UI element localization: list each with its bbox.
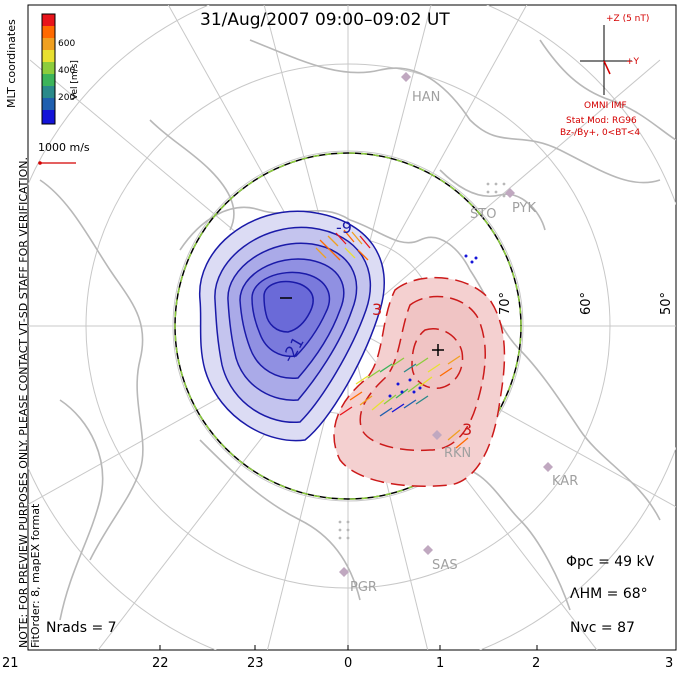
imf-y-label: +Y xyxy=(626,57,640,67)
stat-phi-pc-value: = 49 kV xyxy=(598,554,655,570)
velocity-colorbar xyxy=(41,13,56,125)
positive-center-mark xyxy=(432,344,444,356)
stat-n-vc-value: = 87 xyxy=(600,620,635,636)
stat-phi-pc: Φpc = 49 kV xyxy=(566,554,654,570)
mlt-label-3: 3 xyxy=(665,656,674,671)
imf-source: OMNI IMF xyxy=(584,101,627,111)
stat-n-vc-label: Nvc xyxy=(570,620,597,636)
imf-model: Stat Mod: RG96 xyxy=(566,116,637,126)
contour-label-3b: 3 xyxy=(462,420,473,439)
mlt-label-23: 23 xyxy=(247,656,264,671)
contour-label-3a: 3 xyxy=(372,300,383,319)
colorbar-tick-600: 600 xyxy=(58,39,76,49)
mlt-label-0: 0 xyxy=(344,656,353,671)
station-rkn: RKN xyxy=(444,446,472,461)
imf-vector xyxy=(603,60,611,75)
colorbar-tick-400: 400 xyxy=(58,66,76,76)
latitude-label-50: 50° xyxy=(659,291,675,316)
velocity-vectors xyxy=(315,229,469,449)
mlt-label-22: 22 xyxy=(152,656,169,671)
mlt-axis-ticks xyxy=(159,645,538,650)
stat-lambda-hm-label: ΛHM xyxy=(570,586,603,602)
colorbar-tick-200: 200 xyxy=(58,93,76,103)
station-kar: KAR xyxy=(552,474,579,489)
side-note-line-3: FitOrder: 8, mapEX format xyxy=(29,503,42,648)
map-title: 31/Aug/2007 09:00–09:02 UT xyxy=(200,10,450,30)
negative-cell xyxy=(199,210,385,442)
station-sto: STO xyxy=(470,207,497,222)
imf-z-label: +Z (5 nT) xyxy=(606,14,650,24)
latitude-label-60: 60° xyxy=(579,291,595,316)
positive-cell xyxy=(333,277,506,488)
station-pyk: PYK xyxy=(512,201,537,216)
stat-phi-pc-label: Φpc xyxy=(566,554,594,570)
stat-lambda-hm-value: = 68° xyxy=(606,586,648,602)
stat-n-vc: Nvc = 87 xyxy=(570,620,635,636)
vector-scale-label: 1000 m/s xyxy=(38,141,90,154)
colorbar-label: Vel [m/s] xyxy=(70,60,80,100)
vector-origins xyxy=(388,254,478,398)
contour-label-neg9: -9 xyxy=(336,218,352,237)
stat-lambda-hm: ΛHM = 68° xyxy=(570,586,648,602)
side-note: MLT coordinates NOTE: FOR PREVIEW PURPOS… xyxy=(5,8,42,648)
station-markers xyxy=(339,72,553,577)
stat-n-rads: Nrads = 7 xyxy=(46,620,117,636)
imf-condition: Bz-/By+, 0<BT<4 xyxy=(560,128,641,138)
imf-clock xyxy=(580,25,632,95)
station-pgr: PGR xyxy=(350,580,377,595)
latitude-label-70: 70° xyxy=(498,291,514,316)
coastlines xyxy=(39,39,676,621)
mlt-label-1: 1 xyxy=(436,656,445,671)
stat-n-rads-label: Nrads xyxy=(46,620,87,636)
hmb-boundary-green xyxy=(174,152,522,500)
station-sas: SAS xyxy=(432,558,458,573)
station-han: HAN xyxy=(412,90,441,105)
mlt-label-21: 21 xyxy=(2,656,19,671)
station-dots xyxy=(338,182,506,540)
vector-scale-dot xyxy=(38,161,42,165)
stat-n-rads-value: = 7 xyxy=(91,620,117,636)
mlt-label-2: 2 xyxy=(532,656,541,671)
